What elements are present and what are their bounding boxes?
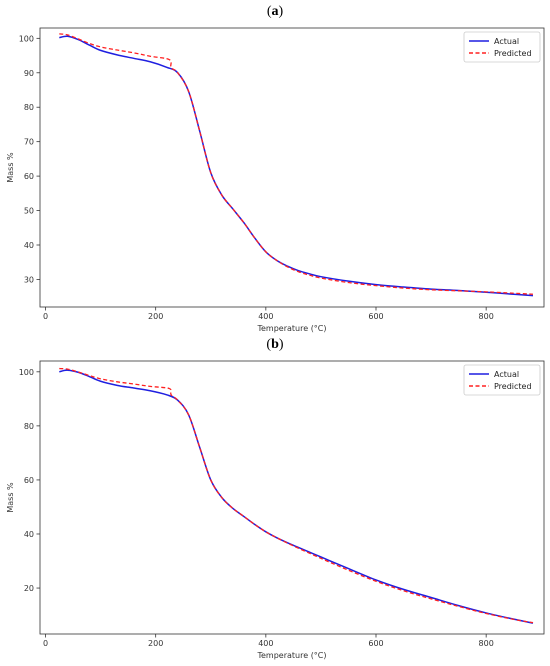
y-tick-label: 50 bbox=[24, 207, 34, 216]
x-tick-label: 0 bbox=[43, 312, 48, 321]
series-line-predicted bbox=[59, 33, 534, 295]
y-tick-label: 20 bbox=[24, 584, 34, 593]
x-tick-label: 600 bbox=[368, 312, 383, 321]
y-tick-label: 40 bbox=[24, 530, 34, 539]
plot-frame bbox=[39, 360, 545, 635]
x-axis-title: Temperature (°C) bbox=[256, 324, 326, 333]
y-axis-title: Mass % bbox=[6, 482, 15, 513]
x-tick-label: 800 bbox=[479, 312, 494, 321]
series-line-predicted bbox=[59, 367, 534, 624]
legend-label-actual: Actual bbox=[494, 37, 519, 46]
legend-box bbox=[463, 31, 541, 63]
y-tick-label: 30 bbox=[24, 275, 34, 284]
legend-box bbox=[463, 364, 541, 396]
y-tick-label: 80 bbox=[24, 422, 34, 431]
y-tick-label: 90 bbox=[24, 69, 34, 78]
y-tick-label: 100 bbox=[19, 34, 34, 43]
legend-label-actual: Actual bbox=[494, 370, 519, 379]
y-tick-label: 60 bbox=[24, 172, 34, 181]
x-tick-label: 400 bbox=[258, 639, 273, 648]
x-tick-label: 400 bbox=[258, 312, 273, 321]
series-line-actual bbox=[59, 369, 534, 624]
y-tick-label: 40 bbox=[24, 241, 34, 250]
x-axis-title: Temperature (°C) bbox=[256, 651, 326, 660]
x-tick-label: 0 bbox=[43, 639, 48, 648]
y-axis-title: Mass % bbox=[6, 152, 15, 183]
panel-label-a: (a) bbox=[266, 4, 284, 19]
legend-label-predicted: Predicted bbox=[494, 382, 532, 391]
x-tick-label: 200 bbox=[148, 639, 163, 648]
plot-frame bbox=[39, 27, 545, 308]
panel-label-b: (b) bbox=[266, 337, 284, 352]
series-line-actual bbox=[59, 35, 534, 297]
x-tick-label: 600 bbox=[368, 639, 383, 648]
x-tick-label: 800 bbox=[479, 639, 494, 648]
y-tick-label: 80 bbox=[24, 103, 34, 112]
y-tick-label: 100 bbox=[19, 368, 34, 377]
y-tick-label: 70 bbox=[24, 138, 34, 147]
chart-b: 0 200 400 600 800 20 40 60 80 100 Temperature (°C)… bbox=[6, 360, 545, 660]
legend-label-predicted: Predicted bbox=[494, 49, 532, 58]
y-tick-label: 60 bbox=[24, 476, 34, 485]
chart-a: 0 200 400 600 800 30 40 50 60 70 80 90 100 Temperatur… bbox=[6, 27, 545, 333]
x-tick-label: 200 bbox=[148, 312, 163, 321]
